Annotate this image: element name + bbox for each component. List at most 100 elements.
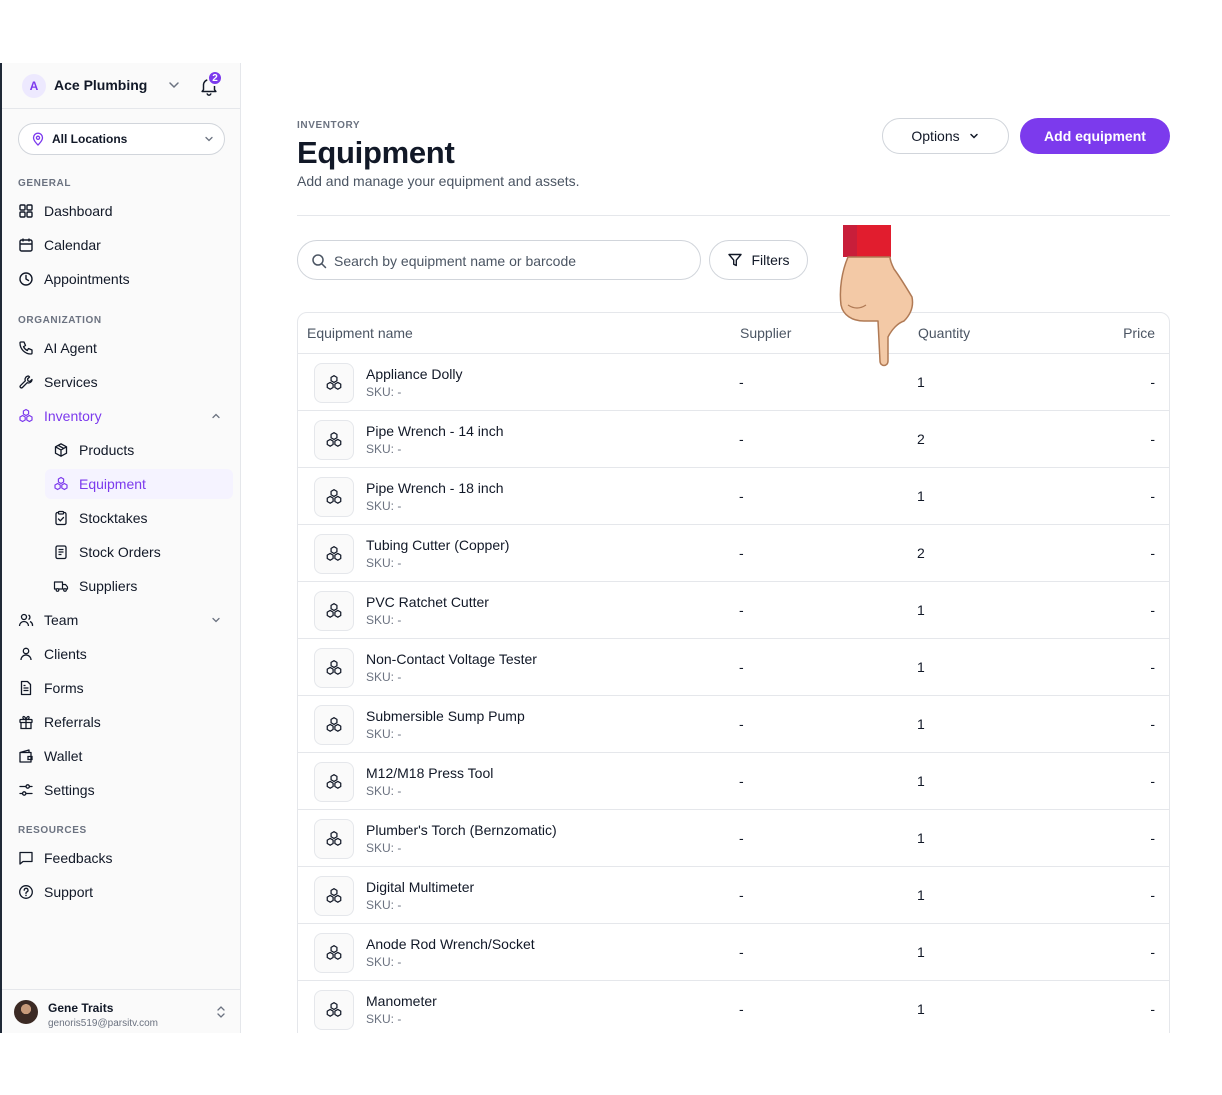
equipment-price: - [1150, 830, 1155, 846]
equipment-icon [314, 363, 354, 403]
page-subtitle: Add and manage your equipment and assets… [297, 173, 580, 189]
equipment-sku: SKU: - [366, 499, 402, 513]
sidebar-item-team[interactable]: Team [10, 605, 233, 635]
chevron-down-icon [969, 133, 978, 139]
sidebar-item-support[interactable]: Support [10, 877, 233, 907]
equipment-name[interactable]: Pipe Wrench - 14 inch [366, 423, 504, 439]
column-header-supplier[interactable]: Supplier [740, 325, 792, 341]
table-row[interactable]: M12/M18 Press Tool SKU: - - 1 - [298, 753, 1169, 810]
sidebar-item-referrals[interactable]: Referrals [10, 707, 233, 737]
sidebar-item-inventory[interactable]: Inventory [10, 401, 233, 431]
equipment-sku: SKU: - [366, 727, 402, 741]
org-avatar: A [22, 74, 46, 98]
clock-icon [19, 272, 33, 286]
equipment-name[interactable]: Plumber's Torch (Bernzomatic) [366, 822, 557, 838]
sidebar-item-ai-agent[interactable]: AI Agent [10, 333, 233, 363]
table-row[interactable]: Pipe Wrench - 18 inch SKU: - - 1 - [298, 468, 1169, 525]
search-input[interactable] [334, 250, 689, 272]
sidebar: A Ace Plumbing 2 All Locations GENERAL D… [2, 63, 241, 1033]
sidebar-item-equipment[interactable]: Equipment [45, 469, 233, 499]
user-menu[interactable]: Gene Traits genoris519@parsitv.com [2, 989, 241, 1033]
sidebar-item-dashboard[interactable]: Dashboard [10, 196, 233, 226]
options-button[interactable]: Options [882, 118, 1009, 154]
equipment-quantity: 1 [917, 488, 925, 504]
equipment-name[interactable]: Digital Multimeter [366, 879, 475, 895]
location-select[interactable]: All Locations [18, 123, 225, 155]
equipment-name[interactable]: Manometer [366, 993, 437, 1009]
equipment-name[interactable]: Submersible Sump Pump [366, 708, 525, 724]
equipment-price: - [1150, 602, 1155, 618]
gift-icon [19, 715, 33, 730]
equipment-price: - [1150, 944, 1155, 960]
sidebar-item-clients[interactable]: Clients [10, 639, 233, 669]
sidebar-item-products[interactable]: Products [45, 435, 233, 465]
sidebar-item-stocktakes[interactable]: Stocktakes [45, 503, 233, 533]
sidebar-item-calendar[interactable]: Calendar [10, 230, 233, 260]
org-switcher[interactable]: A Ace Plumbing 2 [2, 63, 241, 109]
equipment-supplier: - [739, 773, 744, 789]
table-row[interactable]: Tubing Cutter (Copper) SKU: - - 2 - [298, 525, 1169, 582]
table-row[interactable]: Plumber's Torch (Bernzomatic) SKU: - - 1 - [298, 810, 1169, 867]
equipment-icon [314, 705, 354, 745]
sidebar-item-feedbacks[interactable]: Feedbacks [10, 843, 233, 873]
equipment-name[interactable]: Tubing Cutter (Copper) [366, 537, 510, 553]
sidebar-item-settings[interactable]: Settings [10, 775, 233, 805]
sidebar-item-stock-orders[interactable]: Stock Orders [45, 537, 233, 567]
table-row[interactable]: PVC Ratchet Cutter SKU: - - 1 - [298, 582, 1169, 639]
map-pin-icon [32, 132, 44, 146]
equipment-sku: SKU: - [366, 670, 402, 684]
sidebar-item-label: Products [79, 442, 135, 458]
sidebar-item-label: Forms [44, 680, 84, 696]
sliders-icon [19, 784, 33, 796]
sidebar-item-services[interactable]: Services [10, 367, 233, 397]
filters-button[interactable]: Filters [709, 240, 808, 280]
equipment-name[interactable]: Anode Rod Wrench/Socket [366, 936, 535, 952]
sidebar-item-suppliers[interactable]: Suppliers [45, 571, 233, 601]
add-equipment-button[interactable]: Add equipment [1020, 118, 1170, 154]
user-name: Gene Traits [48, 1001, 114, 1015]
equipment-supplier: - [739, 1001, 744, 1017]
equipment-quantity: 1 [917, 716, 925, 732]
sidebar-item-appointments[interactable]: Appointments [10, 264, 233, 294]
equipment-name[interactable]: Appliance Dolly [366, 366, 463, 382]
equipment-price: - [1150, 374, 1155, 390]
equipment-quantity: 1 [917, 1001, 925, 1017]
sidebar-item-label: AI Agent [44, 340, 97, 356]
equipment-price: - [1150, 545, 1155, 561]
table-row[interactable]: Digital Multimeter SKU: - - 1 - [298, 867, 1169, 924]
equipment-name[interactable]: Non-Contact Voltage Tester [366, 651, 537, 667]
column-header-quantity[interactable]: Quantity [918, 325, 971, 341]
chevron-down-icon [169, 82, 179, 89]
sidebar-item-label: Feedbacks [44, 850, 113, 866]
equipment-price: - [1150, 1001, 1155, 1017]
filter-icon [728, 253, 743, 267]
equipment-sku: SKU: - [366, 955, 402, 969]
sidebar-item-wallet[interactable]: Wallet [10, 741, 233, 771]
column-header-name[interactable]: Equipment name [307, 325, 413, 341]
table-row[interactable]: Manometer SKU: - - 1 - [298, 981, 1169, 1033]
sidebar-item-label: Appointments [44, 271, 130, 287]
equipment-name[interactable]: PVC Ratchet Cutter [366, 594, 489, 610]
table-row[interactable]: Non-Contact Voltage Tester SKU: - - 1 - [298, 639, 1169, 696]
equipment-price: - [1150, 659, 1155, 675]
dashboard-icon [19, 204, 33, 218]
section-label-general: GENERAL [18, 178, 72, 189]
table-row[interactable]: Appliance Dolly SKU: - - 1 - [298, 354, 1169, 411]
equipment-quantity: 1 [917, 773, 925, 789]
sidebar-item-label: Dashboard [44, 203, 113, 219]
calendar-icon [19, 238, 33, 252]
equipment-name[interactable]: M12/M18 Press Tool [366, 765, 494, 781]
truck-icon [53, 581, 69, 592]
sidebar-item-forms[interactable]: Forms [10, 673, 233, 703]
notification-badge: 2 [207, 70, 223, 86]
boxes-icon [19, 408, 33, 423]
search-box[interactable] [297, 240, 701, 280]
table-row[interactable]: Submersible Sump Pump SKU: - - 1 - [298, 696, 1169, 753]
breadcrumb: INVENTORY [297, 120, 361, 131]
table-row[interactable]: Anode Rod Wrench/Socket SKU: - - 1 - [298, 924, 1169, 981]
table-row[interactable]: Pipe Wrench - 14 inch SKU: - - 2 - [298, 411, 1169, 468]
sidebar-item-label: Stock Orders [79, 544, 161, 560]
equipment-supplier: - [739, 602, 744, 618]
column-header-price[interactable]: Price [1123, 325, 1155, 341]
equipment-name[interactable]: Pipe Wrench - 18 inch [366, 480, 504, 496]
